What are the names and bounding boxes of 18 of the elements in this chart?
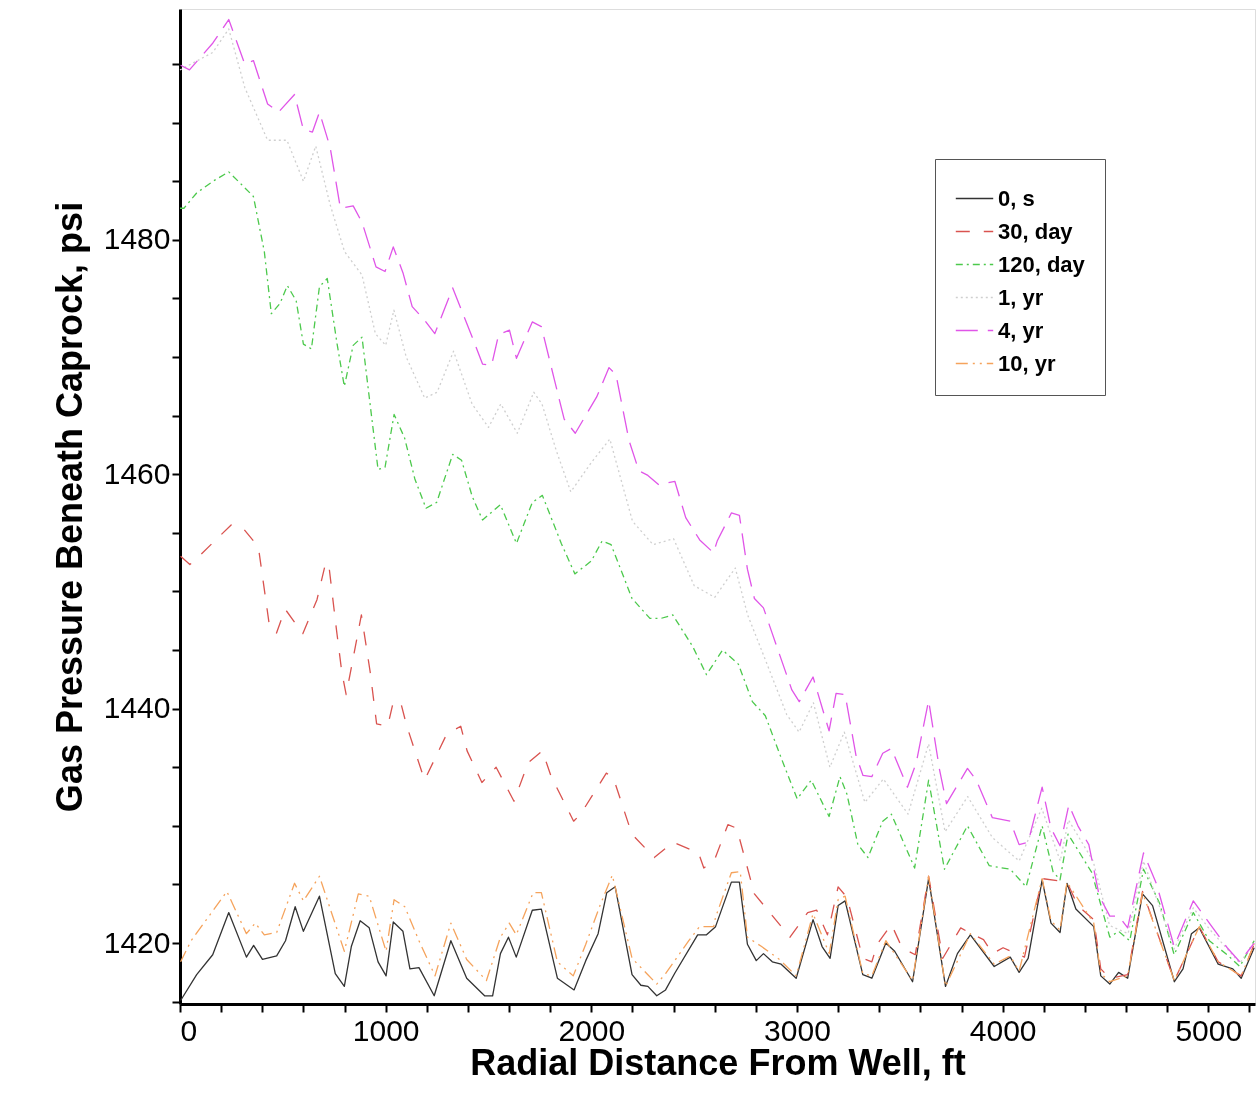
x-tick-label: 4000 [969,1013,1037,1047]
legend-label: 1, yr [998,284,1044,310]
line-series [179,870,1255,988]
x-tick-label: 1000 [352,1013,420,1047]
legend-label: 10, yr [998,350,1056,376]
legend-label: 4, yr [998,317,1044,343]
y-tick-label: 1440 [103,691,171,725]
legend-label: 0, s [998,185,1035,211]
legend-label: 30, day [998,218,1074,244]
y-tick-label: 1460 [103,456,171,490]
x-tick-label: 0 [180,1013,198,1047]
y-tick-label: 1420 [103,925,171,959]
y-axis-title: Gas Pressure Beneath Caprock, psi [48,201,90,813]
line-series [179,877,1255,1002]
x-tick-label: 5000 [1175,1013,1243,1047]
legend-label: 120, day [998,251,1086,277]
y-tick-label: 1480 [103,222,171,256]
line-series [179,171,1255,968]
